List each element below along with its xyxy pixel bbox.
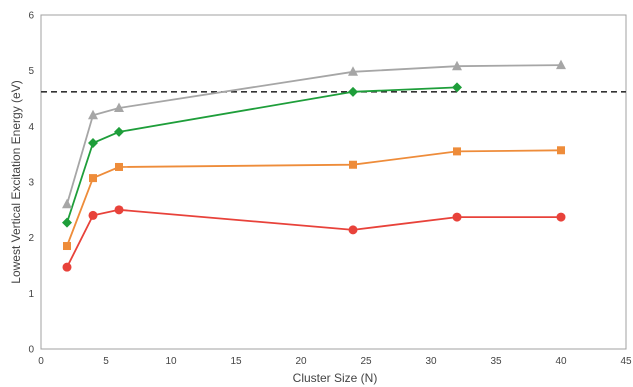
x-tick-labels: 0 5 10 15 20 25 30 35 40 45 <box>38 356 632 367</box>
data-point-circle <box>114 205 124 215</box>
y-tick-label: 3 <box>28 178 34 189</box>
x-tick-label: 20 <box>295 356 307 367</box>
series-line-circle <box>66 208 561 268</box>
y-tick-labels: 0 1 2 3 4 5 6 <box>28 11 34 356</box>
y-tick-label: 1 <box>28 289 34 300</box>
x-tick-label: 45 <box>620 356 632 367</box>
data-point-square <box>453 147 461 156</box>
x-tick-label: 35 <box>490 356 502 367</box>
data-point-triangle <box>452 60 462 71</box>
data-point-square <box>349 160 357 169</box>
x-axis-title: Cluster Size (N) <box>293 371 378 385</box>
x-tick-label: 40 <box>555 356 567 367</box>
data-point-diamond <box>452 82 462 93</box>
data-point-square <box>63 242 71 251</box>
data-point-diamond <box>88 138 98 149</box>
data-point-triangle <box>114 102 124 112</box>
series-line-square <box>66 149 562 247</box>
data-point-circle <box>62 262 72 272</box>
x-tick-label: 5 <box>103 356 109 367</box>
data-point-square <box>557 146 565 155</box>
data-point-diamond <box>348 86 358 97</box>
data-point-diamond <box>62 217 72 228</box>
plot-area-frame <box>40 14 627 350</box>
data-point-circle <box>556 212 566 222</box>
data-point-circle <box>452 212 462 222</box>
data-point-circle <box>88 210 98 220</box>
y-tick-label: 6 <box>28 11 34 22</box>
x-tick-label: 10 <box>165 356 177 367</box>
data-point-triangle <box>88 109 98 120</box>
x-tick-label: 25 <box>360 356 372 367</box>
series-line-triangle <box>66 64 562 205</box>
data-point-circle <box>348 225 358 235</box>
series-markers <box>62 59 566 272</box>
y-tick-label: 5 <box>28 66 34 77</box>
data-point-triangle <box>62 198 72 209</box>
x-tick-label: 15 <box>230 356 242 367</box>
y-axis-title: Lowest Vertical Excitation Energy (eV) <box>9 80 23 283</box>
data-point-square <box>89 174 97 183</box>
y-tick-label: 0 <box>28 345 34 356</box>
data-point-triangle <box>556 59 566 70</box>
x-tick-label: 30 <box>425 356 437 367</box>
data-point-square <box>115 162 123 171</box>
x-tick-label: 0 <box>38 356 44 367</box>
data-point-diamond <box>114 126 124 137</box>
data-point-triangle <box>348 66 358 76</box>
y-tick-label: 2 <box>28 233 34 244</box>
y-tick-label: 4 <box>28 122 34 133</box>
series-lines <box>66 64 562 268</box>
